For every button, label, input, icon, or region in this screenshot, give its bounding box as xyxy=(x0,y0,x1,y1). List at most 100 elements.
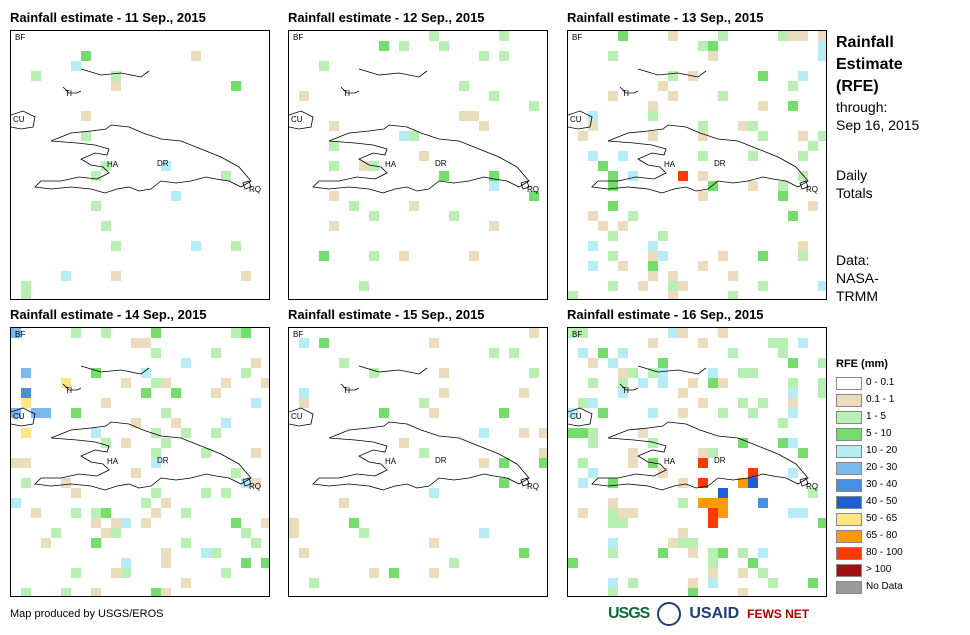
rainfall-cell xyxy=(628,458,638,468)
rainfall-cell xyxy=(101,328,111,338)
rainfall-cell xyxy=(648,241,658,251)
rainfall-cell xyxy=(211,388,221,398)
coastline xyxy=(11,110,36,130)
side-data-line3: TRMM xyxy=(836,288,878,304)
map-panel-11-sep: BF TI CU HA DR RQ xyxy=(10,30,270,300)
rainfall-cell xyxy=(658,231,668,241)
panel-title-12-sep: Rainfall estimate - 12 Sep., 2015 xyxy=(288,10,485,25)
coastline xyxy=(568,110,593,130)
rainfall-cell xyxy=(648,438,658,448)
rainfall-cell xyxy=(598,348,608,358)
rainfall-cell xyxy=(758,131,768,141)
rainfall-cell xyxy=(648,101,658,111)
coastline xyxy=(80,365,150,375)
legend-swatch xyxy=(836,479,862,492)
rainfall-cell xyxy=(678,281,688,291)
rainfall-cell xyxy=(251,538,261,548)
map-label-dr: DR xyxy=(714,456,726,465)
map-label-cu: CU xyxy=(570,412,582,421)
rainfall-cell xyxy=(241,368,251,378)
rainfall-cell xyxy=(299,91,309,101)
coastline xyxy=(289,110,314,130)
map-panel-12-sep: BF TI CU HA DR RQ xyxy=(288,30,548,300)
rainfall-map xyxy=(289,328,547,588)
rainfall-cell xyxy=(111,81,121,91)
rainfall-cell xyxy=(151,378,161,388)
rainfall-cell xyxy=(718,31,728,41)
rainfall-cell xyxy=(788,81,798,91)
rainfall-cell xyxy=(469,251,479,261)
panel-title-15-sep: Rainfall estimate - 15 Sep., 2015 xyxy=(288,307,485,322)
rainfall-cell xyxy=(489,91,499,101)
rainfall-cell xyxy=(309,578,319,588)
coastline xyxy=(591,124,809,194)
rainfall-cell xyxy=(708,548,718,558)
rainfall-cell xyxy=(261,558,269,568)
coastline xyxy=(799,180,809,190)
rainfall-cell xyxy=(588,121,598,131)
side-title-line3: (RFE) xyxy=(836,78,879,95)
rainfall-cell xyxy=(519,388,529,398)
side-data-source: Data: NASA- TRMM xyxy=(836,251,879,305)
rainfall-cell xyxy=(151,588,161,596)
rainfall-cell xyxy=(91,201,101,211)
rainfall-cell xyxy=(758,101,768,111)
rainfall-cell xyxy=(91,538,101,548)
side-date: Sep 16, 2015 xyxy=(836,117,920,133)
coastline xyxy=(340,86,360,94)
rainfall-cell xyxy=(798,338,808,348)
legend-label: No Data xyxy=(866,581,903,592)
legend-swatch xyxy=(836,445,862,458)
rainfall-cell xyxy=(758,568,768,578)
rainfall-cell xyxy=(618,378,628,388)
logo-strip: USGS USAID FEWS NET xyxy=(608,602,809,626)
rainfall-cell xyxy=(201,548,211,558)
rainfall-cell xyxy=(658,368,668,378)
map-label-rq: RQ xyxy=(806,185,818,194)
map-label-ha: HA xyxy=(385,457,397,466)
rainfall-cell xyxy=(499,458,509,468)
rainfall-cell xyxy=(479,121,489,131)
map-label-cu: CU xyxy=(291,115,303,124)
rainfall-cell xyxy=(231,468,241,478)
rainfall-cell xyxy=(339,358,349,368)
rainfall-cell xyxy=(718,488,728,498)
rainfall-cell xyxy=(608,358,618,368)
rainfall-cell xyxy=(608,578,618,588)
rainfall-cell xyxy=(568,428,578,438)
rainfall-cell xyxy=(319,61,329,71)
map-label-ti: TI xyxy=(622,386,630,395)
rainfall-cell xyxy=(698,478,708,488)
rainfall-cell xyxy=(678,478,688,488)
legend-label: 50 - 65 xyxy=(866,513,898,524)
legend-label: 5 - 10 xyxy=(866,428,892,439)
rainfall-cell xyxy=(211,348,221,358)
coastline xyxy=(62,383,82,391)
map-label-dr: DR xyxy=(435,159,447,168)
rainfall-cell xyxy=(101,161,111,171)
rainfall-cell xyxy=(71,61,81,71)
rainfall-cell xyxy=(201,448,211,458)
coastline xyxy=(242,477,252,487)
rainfall-cell xyxy=(608,231,618,241)
rainfall-cell xyxy=(678,538,688,548)
rainfall-cell xyxy=(738,588,748,596)
rainfall-cell xyxy=(798,31,808,41)
rainfall-cell xyxy=(261,378,269,388)
rainfall-cell xyxy=(479,428,489,438)
map-label-ha: HA xyxy=(664,457,676,466)
rainfall-cell xyxy=(608,91,618,101)
usgs-logo: USGS xyxy=(608,605,650,622)
coastline xyxy=(312,124,530,194)
rainfall-cell xyxy=(121,378,131,388)
coastline xyxy=(34,124,252,194)
rainfall-cell xyxy=(788,388,798,398)
rainfall-cell xyxy=(738,478,748,488)
rainfall-cell xyxy=(678,498,688,508)
rainfall-cell xyxy=(61,478,71,488)
rainfall-cell xyxy=(499,31,509,41)
coastline xyxy=(62,86,82,94)
rainfall-cell xyxy=(161,498,171,508)
rainfall-cell xyxy=(618,31,628,41)
rainfall-cell xyxy=(71,488,81,498)
